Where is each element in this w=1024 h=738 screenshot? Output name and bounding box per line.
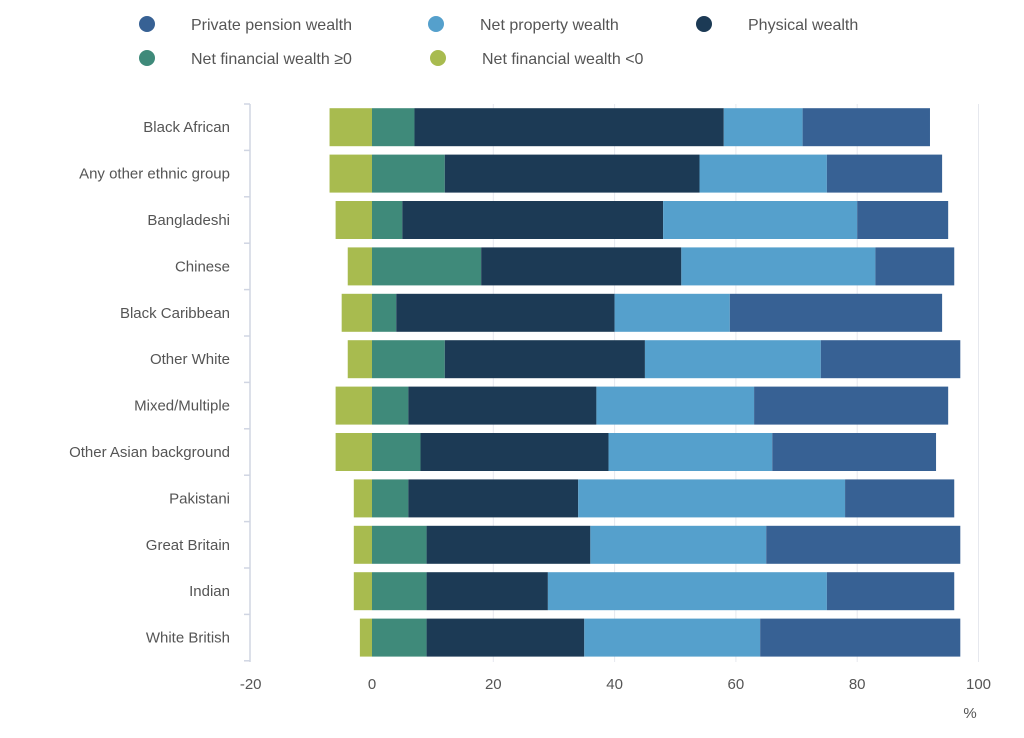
bar-segment-private-pension-wealth [857, 201, 949, 239]
category-label: Great Britain [146, 537, 230, 554]
bar-segment-private-pension-wealth [826, 154, 943, 193]
bar-segment-physical-wealth [426, 572, 548, 611]
bar-segment-net-financial-wealth-0 [372, 293, 397, 332]
category-label: Black Caribbean [120, 305, 230, 322]
bar-segment-private-pension-wealth [772, 433, 937, 471]
category-label: Black African [143, 119, 230, 136]
legend-label-net-financial-wealth-0: Net financial wealth <0 [482, 51, 644, 68]
legend-marker-net-property-wealth [428, 16, 444, 32]
bar-segment-net-property-wealth [723, 108, 803, 147]
x-tick-label: 0 [368, 676, 376, 693]
bar-segment-physical-wealth [426, 618, 585, 657]
bar-segment-net-property-wealth [681, 247, 876, 286]
bar-segment-net-financial-wealth-0 [335, 201, 372, 239]
bar-segment-net-financial-wealth-0 [372, 525, 427, 564]
legend: Private pension wealth Net property wealt… [139, 16, 858, 68]
bar-segment-private-pension-wealth [826, 572, 955, 611]
bar-segment-physical-wealth [402, 201, 664, 239]
bar-segment-net-financial-wealth-0 [372, 108, 415, 147]
bar-segment-net-financial-wealth-0 [372, 572, 427, 611]
bar-segment-physical-wealth [426, 525, 591, 564]
bar-segment-private-pension-wealth [754, 386, 949, 425]
bar-segment-physical-wealth [444, 154, 700, 193]
x-tick-label: 20 [485, 676, 502, 693]
bar-segment-physical-wealth [420, 433, 609, 471]
gridlines [244, 103, 979, 662]
bar-segment-private-pension-wealth [766, 525, 961, 564]
bar-segment-net-financial-wealth-0 [372, 618, 427, 657]
bar-segment-net-financial-wealth-0 [329, 154, 372, 193]
legend-label-net-property-wealth: Net property wealth [480, 17, 619, 34]
bar-segment-physical-wealth [396, 293, 615, 332]
bar-segment-net-property-wealth [644, 340, 821, 379]
bar-segment-physical-wealth [444, 340, 645, 379]
bar-segment-net-property-wealth [590, 525, 767, 564]
bar-segment-net-financial-wealth-0 [372, 479, 409, 518]
legend-label-physical-wealth: Physical wealth [748, 17, 858, 34]
bar-segment-net-financial-wealth-0 [335, 433, 372, 471]
category-labels: Black African Any other ethnic group Bangl… [69, 119, 230, 646]
bar-segment-net-financial-wealth-0 [347, 247, 372, 286]
bar-segment-net-financial-wealth-0 [372, 340, 445, 379]
bar-segment-net-financial-wealth-0 [372, 247, 482, 286]
bar-segment-private-pension-wealth [845, 479, 955, 518]
bar-segment-net-financial-wealth-0 [341, 293, 372, 332]
legend-marker-net-financial-wealth-0 [430, 50, 446, 66]
category-label: Other Asian background [69, 444, 230, 461]
bar-segment-private-pension-wealth [729, 293, 943, 332]
bar-segment-net-property-wealth [547, 572, 827, 611]
bar-segment-net-financial-wealth-0 [372, 201, 403, 239]
legend-marker-private-pension-wealth [139, 16, 155, 32]
legend-marker-net-financial-wealth-0 [139, 50, 155, 66]
category-label: Any other ethnic group [79, 166, 230, 183]
x-tick-labels: -20 0 20 40 60 80 100 [240, 676, 991, 693]
bar-segment-net-property-wealth [578, 479, 846, 518]
category-label: Indian [189, 583, 230, 600]
bar-segment-net-property-wealth [699, 154, 827, 193]
bar-segment-net-property-wealth [584, 618, 761, 657]
bars [329, 108, 961, 657]
category-label: Mixed/Multiple [134, 398, 230, 415]
bar-segment-private-pension-wealth [820, 340, 961, 379]
x-tick-label: 100 [966, 676, 991, 693]
x-tick-label: 40 [606, 676, 623, 693]
x-tick-label: -20 [240, 676, 262, 693]
bar-segment-net-financial-wealth-0 [372, 386, 409, 425]
x-axis-unit-label: % [963, 705, 976, 722]
bar-segment-net-financial-wealth-0 [353, 525, 372, 564]
bar-segment-private-pension-wealth [760, 618, 961, 657]
bar-segment-net-financial-wealth-0 [372, 433, 421, 471]
bar-segment-net-financial-wealth-0 [335, 386, 372, 425]
bar-segment-private-pension-wealth [875, 247, 955, 286]
bar-segment-net-financial-wealth-0 [329, 108, 372, 147]
bar-segment-net-property-wealth [663, 201, 858, 239]
bar-segment-net-financial-wealth-0 [372, 154, 445, 193]
bar-segment-net-property-wealth [608, 433, 773, 471]
category-label: Bangladeshi [147, 212, 230, 229]
bar-segment-net-financial-wealth-0 [353, 479, 372, 518]
x-tick-label: 80 [849, 676, 866, 693]
legend-marker-physical-wealth [696, 16, 712, 32]
bar-segment-net-financial-wealth-0 [347, 340, 372, 379]
category-label: Pakistani [169, 490, 230, 507]
legend-label-net-financial-wealth-0: Net financial wealth ≥0 [191, 51, 352, 68]
bar-segment-physical-wealth [414, 108, 724, 147]
bar-segment-net-financial-wealth-0 [353, 572, 372, 611]
category-label: Chinese [175, 258, 230, 275]
bar-segment-physical-wealth [481, 247, 682, 286]
bar-segment-net-financial-wealth-0 [359, 618, 372, 657]
x-tick-label: 60 [728, 676, 745, 693]
bar-segment-net-property-wealth [614, 293, 730, 332]
bar-segment-private-pension-wealth [802, 108, 930, 147]
bar-segment-net-property-wealth [596, 386, 755, 425]
bar-segment-physical-wealth [408, 479, 579, 518]
legend-label-private-pension-wealth: Private pension wealth [191, 17, 352, 34]
category-label: White British [146, 630, 230, 647]
category-label: Other White [150, 351, 230, 368]
bar-segment-physical-wealth [408, 386, 597, 425]
